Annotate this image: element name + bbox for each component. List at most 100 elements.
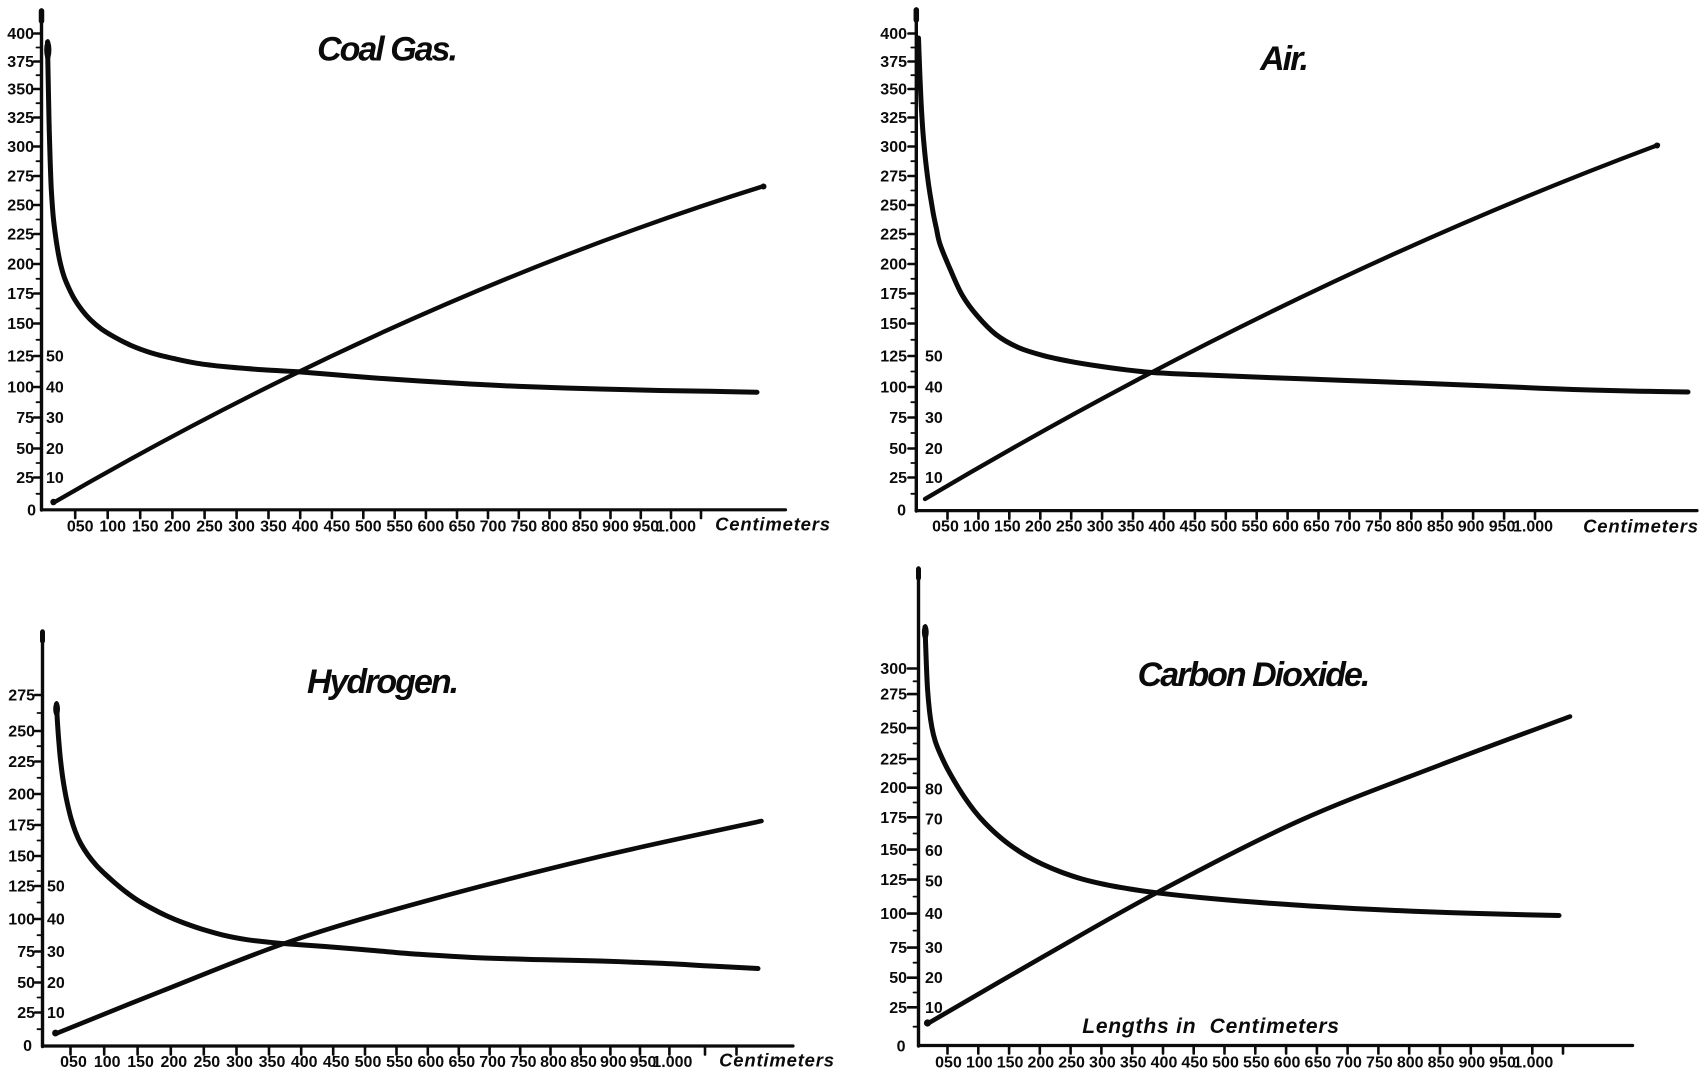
svg-text:400: 400 — [292, 519, 319, 536]
svg-text:150: 150 — [7, 316, 34, 333]
svg-text:450: 450 — [323, 1054, 350, 1071]
svg-text:Air.: Air. — [1259, 40, 1307, 78]
svg-text:400: 400 — [1151, 1055, 1178, 1072]
svg-text:400: 400 — [1149, 519, 1176, 536]
svg-text:350: 350 — [259, 1054, 286, 1071]
svg-text:700: 700 — [1334, 519, 1361, 536]
svg-text:350: 350 — [880, 82, 907, 99]
svg-text:250: 250 — [880, 198, 907, 215]
svg-text:850: 850 — [1428, 1055, 1455, 1072]
svg-text:30: 30 — [925, 410, 943, 427]
svg-text:Coal Gas.: Coal Gas. — [317, 31, 456, 69]
svg-text:25: 25 — [16, 470, 34, 487]
svg-text:10: 10 — [46, 470, 64, 487]
svg-text:Centimeters: Centimeters — [719, 1050, 835, 1071]
svg-text:300: 300 — [880, 139, 907, 156]
svg-text:650: 650 — [448, 1054, 475, 1071]
svg-text:200: 200 — [160, 1054, 187, 1071]
svg-text:100: 100 — [7, 380, 34, 397]
svg-text:800: 800 — [541, 519, 568, 536]
svg-text:350: 350 — [1118, 519, 1145, 536]
svg-text:600: 600 — [1272, 519, 1299, 536]
svg-text:Carbon Dioxide.: Carbon Dioxide. — [1138, 656, 1369, 694]
svg-text:275: 275 — [8, 688, 35, 705]
svg-text:40: 40 — [47, 912, 65, 929]
svg-text:150: 150 — [880, 842, 907, 859]
svg-text:400: 400 — [7, 26, 34, 43]
svg-text:300: 300 — [1087, 519, 1114, 536]
svg-text:300: 300 — [880, 661, 907, 678]
svg-text:25: 25 — [17, 1005, 35, 1022]
svg-text:450: 450 — [1181, 1055, 1208, 1072]
svg-text:100: 100 — [99, 519, 126, 536]
svg-text:70: 70 — [925, 812, 943, 829]
svg-text:325: 325 — [880, 110, 907, 127]
svg-text:80: 80 — [925, 782, 943, 799]
svg-text:200: 200 — [164, 519, 191, 536]
svg-text:10: 10 — [47, 1005, 65, 1022]
svg-text:600: 600 — [417, 1054, 444, 1071]
svg-text:20: 20 — [925, 441, 943, 458]
svg-text:375: 375 — [880, 54, 907, 71]
svg-text:300: 300 — [226, 1054, 253, 1071]
svg-text:Lengths in Centimeters: Lengths in Centimeters — [1082, 1015, 1340, 1038]
svg-text:50: 50 — [889, 970, 907, 987]
svg-text:200: 200 — [880, 780, 907, 797]
svg-text:1.000: 1.000 — [656, 519, 696, 536]
svg-text:200: 200 — [1027, 1055, 1054, 1072]
svg-text:650: 650 — [1305, 1055, 1332, 1072]
svg-text:10: 10 — [925, 470, 943, 487]
svg-text:225: 225 — [880, 227, 907, 244]
svg-text:150: 150 — [132, 519, 159, 536]
svg-text:175: 175 — [8, 818, 35, 835]
svg-text:200: 200 — [880, 257, 907, 274]
svg-text:30: 30 — [925, 940, 943, 957]
svg-text:275: 275 — [7, 169, 34, 186]
svg-text:300: 300 — [1089, 1055, 1116, 1072]
svg-text:50: 50 — [925, 349, 943, 366]
svg-text:1.000: 1.000 — [1513, 1055, 1553, 1072]
svg-text:300: 300 — [7, 139, 34, 156]
svg-text:450: 450 — [324, 519, 351, 536]
svg-text:50: 50 — [925, 874, 943, 891]
svg-text:500: 500 — [1210, 519, 1237, 536]
svg-text:850: 850 — [572, 519, 599, 536]
svg-text:150: 150 — [997, 1055, 1024, 1072]
svg-text:225: 225 — [7, 227, 34, 244]
svg-text:325: 325 — [7, 110, 34, 127]
svg-text:40: 40 — [925, 380, 943, 397]
svg-text:250: 250 — [196, 519, 223, 536]
svg-text:200: 200 — [8, 787, 35, 804]
svg-text:750: 750 — [510, 1054, 537, 1071]
svg-text:175: 175 — [7, 286, 34, 303]
svg-text:550: 550 — [1241, 519, 1268, 536]
svg-text:30: 30 — [47, 944, 65, 961]
svg-text:400: 400 — [291, 1054, 318, 1071]
svg-text:900: 900 — [1458, 1055, 1485, 1072]
svg-text:050: 050 — [67, 519, 94, 536]
svg-text:40: 40 — [46, 380, 64, 397]
svg-text:200: 200 — [7, 257, 34, 274]
svg-text:100: 100 — [880, 380, 907, 397]
svg-text:100: 100 — [966, 1055, 993, 1072]
svg-text:Centimeters: Centimeters — [715, 514, 831, 535]
svg-text:950: 950 — [632, 519, 659, 536]
svg-text:250: 250 — [880, 721, 907, 738]
svg-text:500: 500 — [355, 519, 382, 536]
svg-text:275: 275 — [880, 169, 907, 186]
svg-text:30: 30 — [46, 410, 64, 427]
svg-text:400: 400 — [880, 26, 907, 43]
svg-text:800: 800 — [1396, 519, 1423, 536]
svg-text:250: 250 — [193, 1054, 220, 1071]
svg-text:275: 275 — [880, 687, 907, 704]
svg-text:125: 125 — [880, 349, 907, 366]
svg-text:550: 550 — [386, 1054, 413, 1071]
svg-text:25: 25 — [889, 470, 907, 487]
svg-text:50: 50 — [47, 879, 65, 896]
svg-text:150: 150 — [8, 849, 35, 866]
svg-text:900: 900 — [1458, 519, 1485, 536]
svg-text:20: 20 — [47, 975, 65, 992]
svg-text:Hydrogen.: Hydrogen. — [307, 663, 457, 701]
svg-text:225: 225 — [8, 754, 35, 771]
svg-text:75: 75 — [889, 940, 907, 957]
